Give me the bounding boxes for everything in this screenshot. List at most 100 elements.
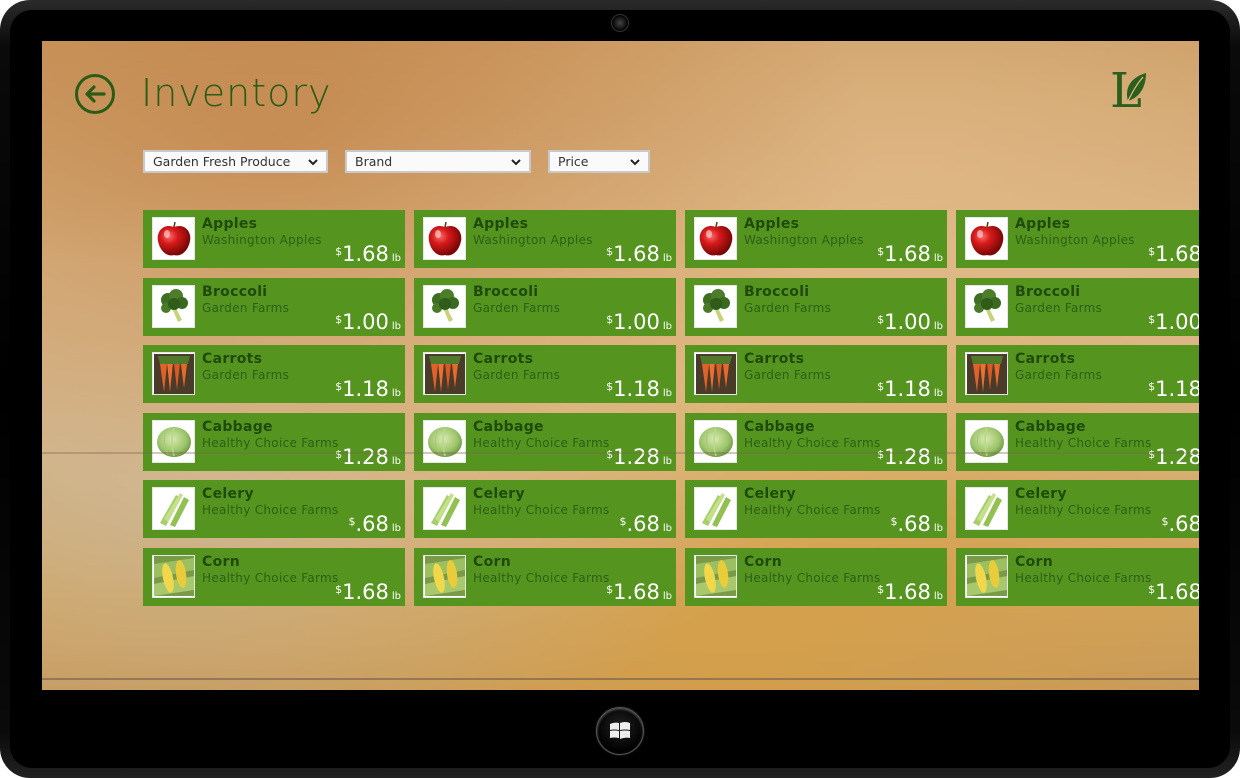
product-name: Cabbage: [202, 418, 273, 435]
currency-symbol: $: [877, 245, 885, 258]
product-name: Celery: [473, 486, 525, 502]
product-grid: Apples Washington Apples $1.68 lb Apples Wash…: [143, 210, 1199, 606]
price-unit: lb: [391, 320, 401, 332]
currency-symbol: $: [606, 582, 614, 596]
product-brand: Garden Farms: [473, 300, 561, 315]
cabbage-icon: [423, 419, 466, 463]
price-unit: lb: [662, 253, 672, 264]
currency-symbol: $: [606, 380, 614, 393]
apple-icon: [694, 217, 737, 260]
product-name: Apples: [473, 216, 529, 232]
price-amount: 1.28: [1155, 444, 1199, 469]
price-unit: lb: [933, 320, 943, 332]
price-amount: 1.68: [613, 242, 660, 266]
celery-icon: [965, 487, 1008, 530]
filter-dropdown-garden-fresh-produce[interactable]: Garden Fresh Produce: [143, 150, 328, 173]
price-unit: lb: [662, 388, 672, 399]
windows-start-button[interactable]: [596, 707, 644, 755]
product-name: Broccoli: [473, 283, 539, 300]
chevron-down-icon: [308, 158, 318, 165]
celery-icon: [152, 487, 195, 530]
dropdown-value: Price: [558, 154, 589, 169]
currency-symbol: $: [335, 380, 343, 393]
product-name: Carrots: [202, 351, 263, 367]
price-amount: 1.68: [1155, 579, 1199, 604]
carrots-icon: [965, 352, 1008, 395]
price-amount: 1.68: [884, 242, 931, 266]
product-name: Cabbage: [744, 418, 815, 435]
price-amount: 1.00: [342, 309, 389, 334]
app-screen: Inventory L Garden Fresh Produce Brand Pri…: [42, 41, 1199, 690]
product-brand: Healthy Choice Farms: [744, 570, 881, 585]
back-button[interactable]: [75, 74, 115, 114]
product-brand: Garden Farms: [202, 300, 290, 315]
price-unit: lb: [391, 253, 401, 264]
price-amount: 1.68: [1155, 242, 1199, 266]
currency-symbol: $: [335, 582, 343, 596]
product-name: Celery: [744, 486, 796, 502]
price-amount: 1.68: [884, 579, 931, 604]
currency-symbol: $: [1148, 447, 1156, 461]
currency-symbol: $: [877, 380, 885, 393]
product-brand: Healthy Choice Farms: [1015, 570, 1152, 585]
product-brand: Healthy Choice Farms: [1015, 435, 1152, 450]
apple-icon: [965, 217, 1008, 260]
leaf-logo-icon: L: [1110, 63, 1146, 113]
camera-icon: [611, 14, 629, 32]
carrots-icon: [694, 352, 737, 395]
product-name: Corn: [202, 553, 240, 570]
currency-symbol: $: [877, 447, 885, 461]
filter-dropdown-price[interactable]: Price: [548, 150, 650, 173]
price-amount: 1.28: [342, 444, 389, 469]
carrots-icon: [423, 352, 466, 395]
arrow-left-icon: [85, 85, 106, 103]
filter-dropdown-brand[interactable]: Brand: [345, 150, 531, 173]
cabbage-icon: [694, 419, 737, 463]
product-name: Broccoli: [202, 283, 268, 300]
price-amount: 1.18: [884, 377, 931, 401]
price-unit: lb: [933, 590, 943, 602]
price-amount: 1.28: [613, 444, 660, 469]
product-brand: Garden Farms: [744, 368, 832, 382]
broccoli-icon: [152, 284, 195, 328]
product-name: Carrots: [1015, 351, 1076, 367]
celery-icon: [423, 487, 466, 530]
currency-symbol: $: [1148, 582, 1156, 596]
price-amount: .68: [626, 512, 660, 536]
product-brand: Garden Farms: [473, 368, 561, 382]
windows-logo-icon: [610, 722, 630, 739]
price-amount: 1.00: [884, 309, 931, 334]
currency-symbol: $: [335, 245, 343, 258]
